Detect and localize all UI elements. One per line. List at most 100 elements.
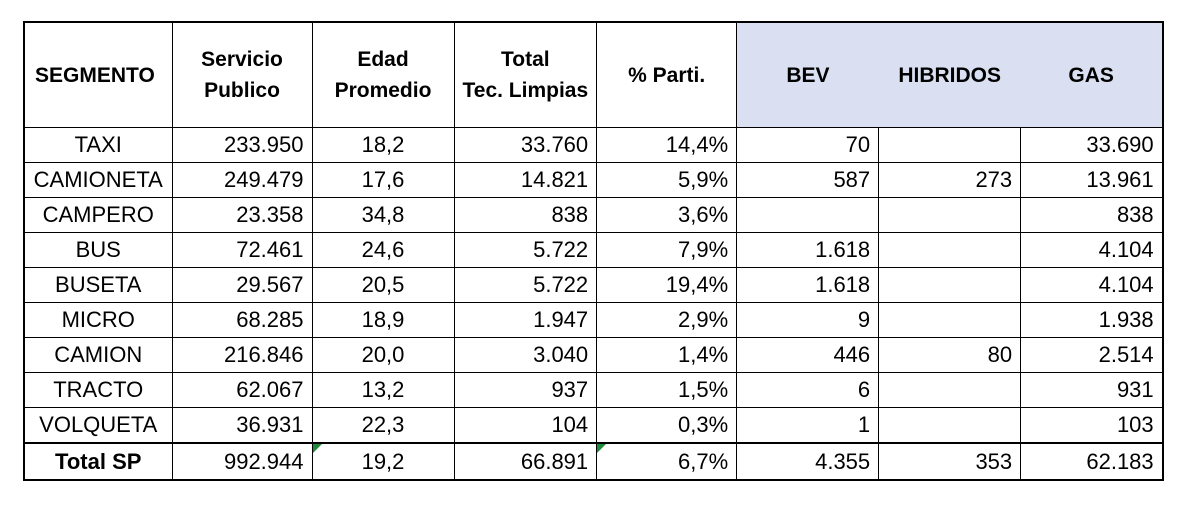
cell-edad: 22,3 xyxy=(311,407,455,444)
table-row: MICRO 68.285 18,9 1.947 2,9% 9 1.938 xyxy=(23,302,1164,338)
cell-parti: 0,3% xyxy=(596,407,738,444)
header-hibridos: HIBRIDOS xyxy=(878,21,1021,128)
cell-gas: 2.514 xyxy=(1020,337,1164,373)
total-edad: 19,2 xyxy=(311,442,455,481)
cell-total: 33.760 xyxy=(453,127,598,163)
cell-edad: 13,2 xyxy=(311,372,455,408)
table-row: BUS 72.461 24,6 5.722 7,9% 1.618 4.104 xyxy=(23,232,1164,268)
cell-hibridos: 273 xyxy=(878,162,1022,198)
table-row: TAXI 233.950 18,2 33.760 14,4% 70 33.690 xyxy=(23,127,1164,163)
table-row: TRACTO 62.067 13,2 937 1,5% 6 931 xyxy=(23,372,1164,408)
cell-gas: 13.961 xyxy=(1020,162,1164,198)
cell-bev: 9 xyxy=(736,302,880,338)
total-parti: 6,7% xyxy=(596,442,738,481)
table-row: VOLQUETA 36.931 22,3 104 0,3% 1 103 xyxy=(23,407,1164,444)
total-hibridos: 353 xyxy=(878,442,1022,481)
cell-gas: 33.690 xyxy=(1020,127,1164,163)
data-table: SEGMENTO Servicio Publico Edad Promedio To… xyxy=(23,21,1164,481)
cell-edad: 24,6 xyxy=(311,232,455,268)
cell-segmento: CAMPERO xyxy=(23,197,173,233)
cell-bev: 1 xyxy=(736,407,880,444)
total-servicio: 992.944 xyxy=(171,442,313,481)
header-row: SEGMENTO Servicio Publico Edad Promedio To… xyxy=(23,21,1164,128)
cell-segmento: BUSETA xyxy=(23,267,173,303)
cell-total: 3.040 xyxy=(453,337,598,373)
cell-segmento: CAMION xyxy=(23,337,173,373)
table-row: CAMPERO 23.358 34,8 838 3,6% 838 xyxy=(23,197,1164,233)
header-bev: BEV xyxy=(736,21,879,128)
header-total-tec-limpias: Total Tec. Limpias xyxy=(453,21,598,128)
cell-edad: 20,5 xyxy=(311,267,455,303)
total-gas: 62.183 xyxy=(1020,442,1164,481)
cell-parti: 3,6% xyxy=(596,197,738,233)
header-segmento: SEGMENTO xyxy=(23,21,173,128)
cell-hibridos: 80 xyxy=(878,337,1022,373)
cell-parti: 14,4% xyxy=(596,127,738,163)
cell-total: 838 xyxy=(453,197,598,233)
cell-servicio: 29.567 xyxy=(171,267,313,303)
header-servicio-publico: Servicio Publico xyxy=(171,21,313,128)
total-total: 66.891 xyxy=(453,442,598,481)
cell-segmento: BUS xyxy=(23,232,173,268)
cell-servicio: 36.931 xyxy=(171,407,313,444)
cell-parti: 1,5% xyxy=(596,372,738,408)
cell-bev: 587 xyxy=(736,162,880,198)
cell-segmento: TAXI xyxy=(23,127,173,163)
cell-servicio: 62.067 xyxy=(171,372,313,408)
cell-gas: 931 xyxy=(1020,372,1164,408)
cell-total: 5.722 xyxy=(453,232,598,268)
cell-bev: 446 xyxy=(736,337,880,373)
total-segmento: Total SP xyxy=(23,442,173,481)
header-gas: GAS xyxy=(1020,21,1164,128)
cell-gas: 1.938 xyxy=(1020,302,1164,338)
cell-segmento: MICRO xyxy=(23,302,173,338)
cell-parti: 1,4% xyxy=(596,337,738,373)
cell-edad: 18,2 xyxy=(311,127,455,163)
cell-servicio: 233.950 xyxy=(171,127,313,163)
cell-edad: 18,9 xyxy=(311,302,455,338)
cell-segmento: VOLQUETA xyxy=(23,407,173,444)
cell-bev: 6 xyxy=(736,372,880,408)
cell-servicio: 216.846 xyxy=(171,337,313,373)
cell-bev: 70 xyxy=(736,127,880,163)
cell-gas: 4.104 xyxy=(1020,232,1164,268)
cell-edad: 20,0 xyxy=(311,337,455,373)
cell-servicio: 23.358 xyxy=(171,197,313,233)
cell-servicio: 68.285 xyxy=(171,302,313,338)
cell-bev: 1.618 xyxy=(736,267,880,303)
cell-gas: 838 xyxy=(1020,197,1164,233)
cell-servicio: 249.479 xyxy=(171,162,313,198)
cell-total: 937 xyxy=(453,372,598,408)
cell-edad: 34,8 xyxy=(311,197,455,233)
table-row: CAMION 216.846 20,0 3.040 1,4% 446 80 2.514 xyxy=(23,337,1164,373)
cell-bev xyxy=(736,197,880,233)
cell-hibridos xyxy=(878,302,1022,338)
cell-gas: 103 xyxy=(1020,407,1164,444)
total-bev: 4.355 xyxy=(736,442,880,481)
cell-parti: 5,9% xyxy=(596,162,738,198)
total-row: Total SP 992.944 19,2 66.891 6,7% 4.355 … xyxy=(23,442,1164,481)
cell-total: 14.821 xyxy=(453,162,598,198)
cell-hibridos xyxy=(878,127,1022,163)
header-parti: % Parti. xyxy=(596,21,738,128)
cell-parti: 2,9% xyxy=(596,302,738,338)
cell-segmento: CAMIONETA xyxy=(23,162,173,198)
cell-hibridos xyxy=(878,267,1022,303)
header-edad-promedio: Edad Promedio xyxy=(311,21,455,128)
cell-hibridos xyxy=(878,407,1022,444)
cell-total: 5.722 xyxy=(453,267,598,303)
cell-hibridos xyxy=(878,197,1022,233)
cell-gas: 4.104 xyxy=(1020,267,1164,303)
cell-parti: 19,4% xyxy=(596,267,738,303)
cell-parti: 7,9% xyxy=(596,232,738,268)
table-row: CAMIONETA 249.479 17,6 14.821 5,9% 587 273 13.9… xyxy=(23,162,1164,198)
cell-hibridos xyxy=(878,372,1022,408)
table-row: BUSETA 29.567 20,5 5.722 19,4% 1.618 4.104 xyxy=(23,267,1164,303)
cell-total: 104 xyxy=(453,407,598,444)
cell-bev: 1.618 xyxy=(736,232,880,268)
cell-segmento: TRACTO xyxy=(23,372,173,408)
cell-hibridos xyxy=(878,232,1022,268)
cell-servicio: 72.461 xyxy=(171,232,313,268)
cell-total: 1.947 xyxy=(453,302,598,338)
cell-edad: 17,6 xyxy=(311,162,455,198)
